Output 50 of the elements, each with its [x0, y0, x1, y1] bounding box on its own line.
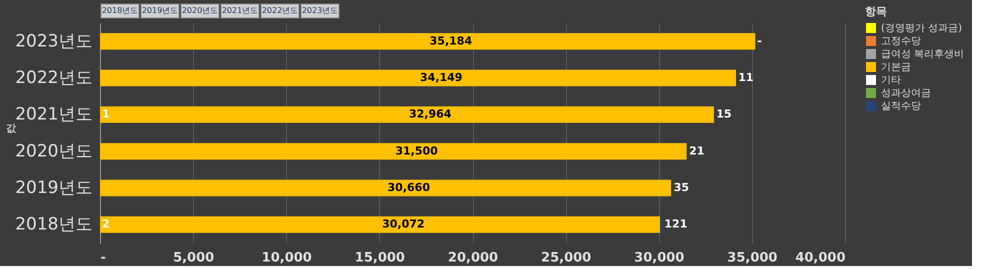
y-tick-label: 2019년도	[15, 178, 92, 198]
data-label: 32,964	[408, 108, 452, 121]
legend-label: 실적수당	[881, 101, 921, 112]
data-label: 1	[102, 108, 110, 121]
x-tick-label: 10,000	[262, 250, 312, 266]
text: 2020년도	[182, 6, 218, 15]
x-tick-label: 20,000	[448, 250, 498, 266]
legend-label: 급여성 복리후생비	[881, 49, 964, 60]
x-tick-label: 5,000	[173, 250, 214, 266]
legend-label: (경영평가 성과금)	[881, 23, 962, 34]
y-tick-label: 2023년도	[15, 31, 92, 52]
data-label: 2	[102, 218, 110, 231]
text: 2019년도	[142, 6, 178, 15]
bar	[100, 143, 687, 160]
data-label: 30,660	[388, 181, 430, 194]
x-tick-label: -	[100, 250, 106, 266]
y-axis-title: 값	[6, 124, 18, 134]
data-label: 35	[674, 181, 690, 194]
x-tick-label: 35,000	[727, 250, 778, 266]
data-label: 21	[689, 144, 704, 158]
x-tick-label: 30,000	[634, 250, 684, 266]
legend-label: 고정수당	[881, 36, 921, 47]
text: 2022년도	[262, 6, 298, 15]
x-tick-label: 25,000	[541, 250, 592, 266]
bar	[100, 70, 736, 86]
data-label: 11	[738, 71, 754, 84]
bar	[100, 33, 756, 50]
y-tick-label: 2022년도	[15, 68, 92, 88]
legend-label: 기타	[881, 75, 901, 86]
data-label: 34,149	[420, 71, 462, 84]
data-label: 31,500	[395, 144, 438, 158]
legend-title: 항목	[865, 5, 887, 18]
text: 2023년도	[302, 6, 338, 15]
x-tick-label: 40,000	[795, 250, 846, 266]
bar	[100, 180, 672, 196]
x-tick-label: 15,000	[354, 250, 405, 266]
text: 2021년도	[222, 6, 258, 15]
data-label: 121	[664, 218, 688, 231]
data-label: 15	[716, 108, 732, 121]
text: 2018년도	[102, 6, 138, 15]
bar	[100, 216, 660, 233]
bar	[100, 106, 714, 123]
data-label: 30,072	[382, 218, 425, 231]
y-tick-label: 2020년도	[15, 141, 92, 162]
legend-label: 기본금	[881, 62, 911, 73]
data-label: -	[757, 34, 762, 48]
data-label: 35,184	[430, 34, 472, 48]
y-tick-label: 2018년도	[15, 214, 92, 235]
y-tick-label: 2021년도	[15, 104, 92, 125]
legend-label: 성과상여금	[881, 88, 931, 99]
